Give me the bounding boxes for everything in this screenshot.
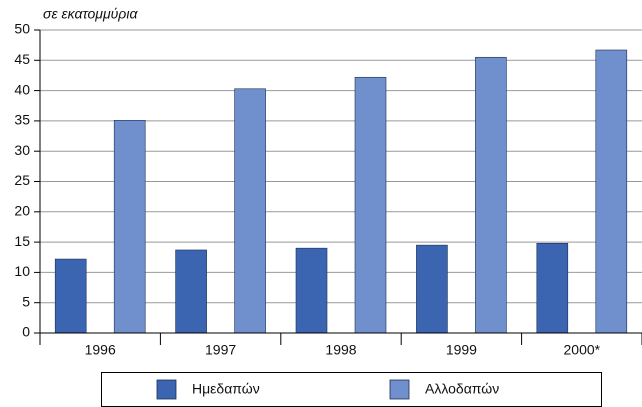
bar — [54, 258, 87, 334]
y-tick-label: 40 — [14, 81, 30, 97]
bar — [295, 247, 328, 334]
bar — [595, 49, 628, 334]
y-tick-label: 0 — [22, 324, 30, 340]
y-tick-label: 50 — [14, 21, 30, 37]
legend-swatch — [156, 379, 177, 400]
x-tick-label: 1998 — [325, 342, 356, 358]
legend-box — [101, 372, 602, 407]
bar — [475, 56, 507, 334]
chart-subtitle: σε εκατομμύρια — [43, 6, 138, 22]
x-tick-label: 1999 — [446, 342, 477, 358]
y-tick-label: 30 — [14, 142, 30, 158]
bar — [536, 243, 569, 334]
bar — [354, 76, 387, 334]
bar — [175, 249, 207, 334]
bar — [416, 244, 448, 334]
bar — [234, 88, 266, 334]
y-tick-label: 20 — [14, 203, 30, 219]
y-tick-label: 10 — [14, 263, 30, 279]
y-tick-label: 45 — [14, 51, 30, 67]
legend-label: Αλλοδαπών — [425, 381, 499, 397]
bar — [113, 119, 146, 334]
y-tick-label: 5 — [22, 293, 30, 309]
y-tick-label: 35 — [14, 112, 30, 128]
y-tick-label: 15 — [14, 233, 30, 249]
legend-swatch — [389, 379, 410, 400]
legend-label: Ημεδαπών — [192, 381, 260, 397]
x-tick-label: 1997 — [205, 342, 236, 358]
x-tick-label: 2000* — [564, 342, 601, 358]
y-tick-label: 25 — [14, 172, 30, 188]
x-tick-label: 1996 — [85, 342, 116, 358]
